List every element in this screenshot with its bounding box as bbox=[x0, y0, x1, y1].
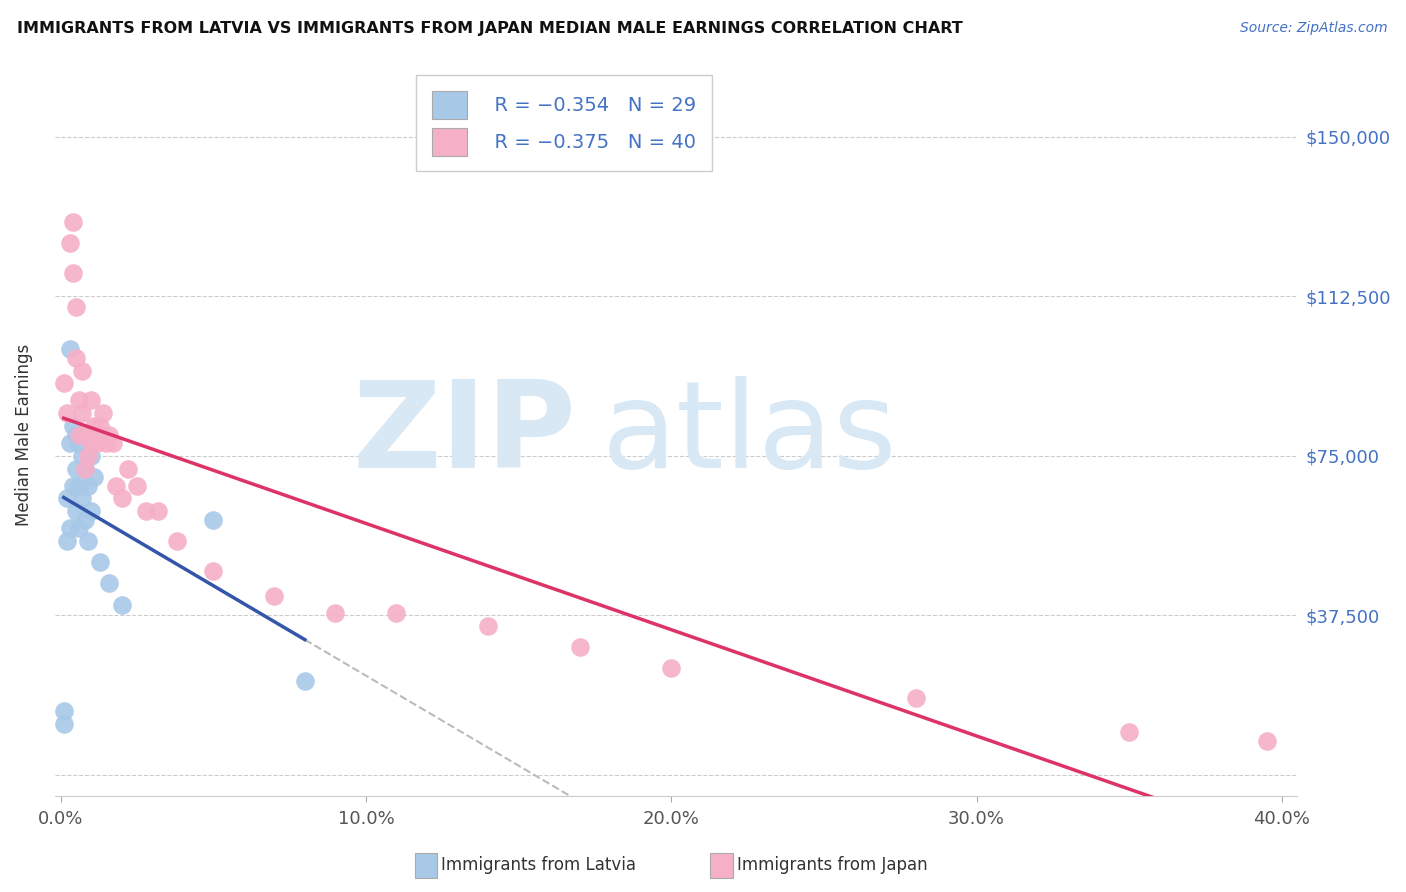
Point bbox=[83, 470, 105, 484]
Point bbox=[77, 478, 100, 492]
Point bbox=[65, 300, 87, 314]
Y-axis label: Median Male Earnings: Median Male Earnings bbox=[15, 343, 32, 525]
Point bbox=[98, 427, 121, 442]
Point bbox=[166, 533, 188, 548]
Text: Immigrants from Latvia: Immigrants from Latvia bbox=[441, 856, 637, 874]
Point bbox=[135, 504, 157, 518]
Point bbox=[80, 504, 103, 518]
Point bbox=[89, 419, 111, 434]
Text: Source: ZipAtlas.com: Source: ZipAtlas.com bbox=[1240, 21, 1388, 36]
Point bbox=[83, 419, 105, 434]
Point bbox=[294, 674, 316, 689]
Point bbox=[148, 504, 170, 518]
Point bbox=[385, 606, 408, 620]
Point bbox=[80, 436, 103, 450]
Point bbox=[52, 704, 75, 718]
Point bbox=[202, 564, 225, 578]
Point bbox=[111, 491, 134, 506]
Point bbox=[93, 406, 115, 420]
Text: IMMIGRANTS FROM LATVIA VS IMMIGRANTS FROM JAPAN MEDIAN MALE EARNINGS CORRELATION: IMMIGRANTS FROM LATVIA VS IMMIGRANTS FRO… bbox=[17, 21, 963, 37]
Point bbox=[77, 533, 100, 548]
Text: Immigrants from Japan: Immigrants from Japan bbox=[737, 856, 928, 874]
Text: ZIP: ZIP bbox=[353, 376, 576, 493]
Point bbox=[568, 640, 591, 655]
Point bbox=[52, 716, 75, 731]
Point bbox=[55, 406, 77, 420]
Point bbox=[73, 427, 96, 442]
Point bbox=[67, 436, 90, 450]
Point bbox=[111, 598, 134, 612]
Point bbox=[70, 449, 93, 463]
Point bbox=[477, 619, 499, 633]
Point bbox=[65, 351, 87, 365]
Point bbox=[104, 478, 127, 492]
Point bbox=[117, 461, 139, 475]
Point bbox=[202, 512, 225, 526]
Point bbox=[98, 576, 121, 591]
Point bbox=[65, 427, 87, 442]
Point bbox=[70, 406, 93, 420]
Point bbox=[73, 461, 96, 475]
Point bbox=[73, 461, 96, 475]
Point bbox=[67, 521, 90, 535]
Point bbox=[62, 419, 84, 434]
Point bbox=[65, 504, 87, 518]
Point bbox=[62, 266, 84, 280]
Point bbox=[659, 661, 682, 675]
Point bbox=[62, 215, 84, 229]
Point bbox=[125, 478, 148, 492]
Point bbox=[80, 449, 103, 463]
Point bbox=[80, 393, 103, 408]
Point bbox=[73, 512, 96, 526]
Point bbox=[55, 491, 77, 506]
Legend:   R = −0.354   N = 29,   R = −0.375   N = 40: R = −0.354 N = 29, R = −0.375 N = 40 bbox=[416, 76, 711, 171]
Point bbox=[89, 555, 111, 569]
Point bbox=[86, 436, 108, 450]
Point bbox=[52, 376, 75, 391]
Point bbox=[1118, 725, 1140, 739]
Point bbox=[70, 364, 93, 378]
Point bbox=[96, 436, 118, 450]
Point bbox=[263, 589, 285, 603]
Point bbox=[59, 343, 82, 357]
Point bbox=[904, 691, 927, 706]
Point bbox=[67, 478, 90, 492]
Point bbox=[70, 491, 93, 506]
Point bbox=[62, 478, 84, 492]
Point bbox=[77, 449, 100, 463]
Point bbox=[59, 521, 82, 535]
Point bbox=[1256, 733, 1278, 747]
Point bbox=[59, 436, 82, 450]
Point bbox=[325, 606, 347, 620]
Point bbox=[67, 393, 90, 408]
Point bbox=[65, 461, 87, 475]
Point bbox=[67, 427, 90, 442]
Point bbox=[101, 436, 124, 450]
Text: atlas: atlas bbox=[602, 376, 897, 493]
Point bbox=[55, 533, 77, 548]
Point bbox=[59, 236, 82, 251]
